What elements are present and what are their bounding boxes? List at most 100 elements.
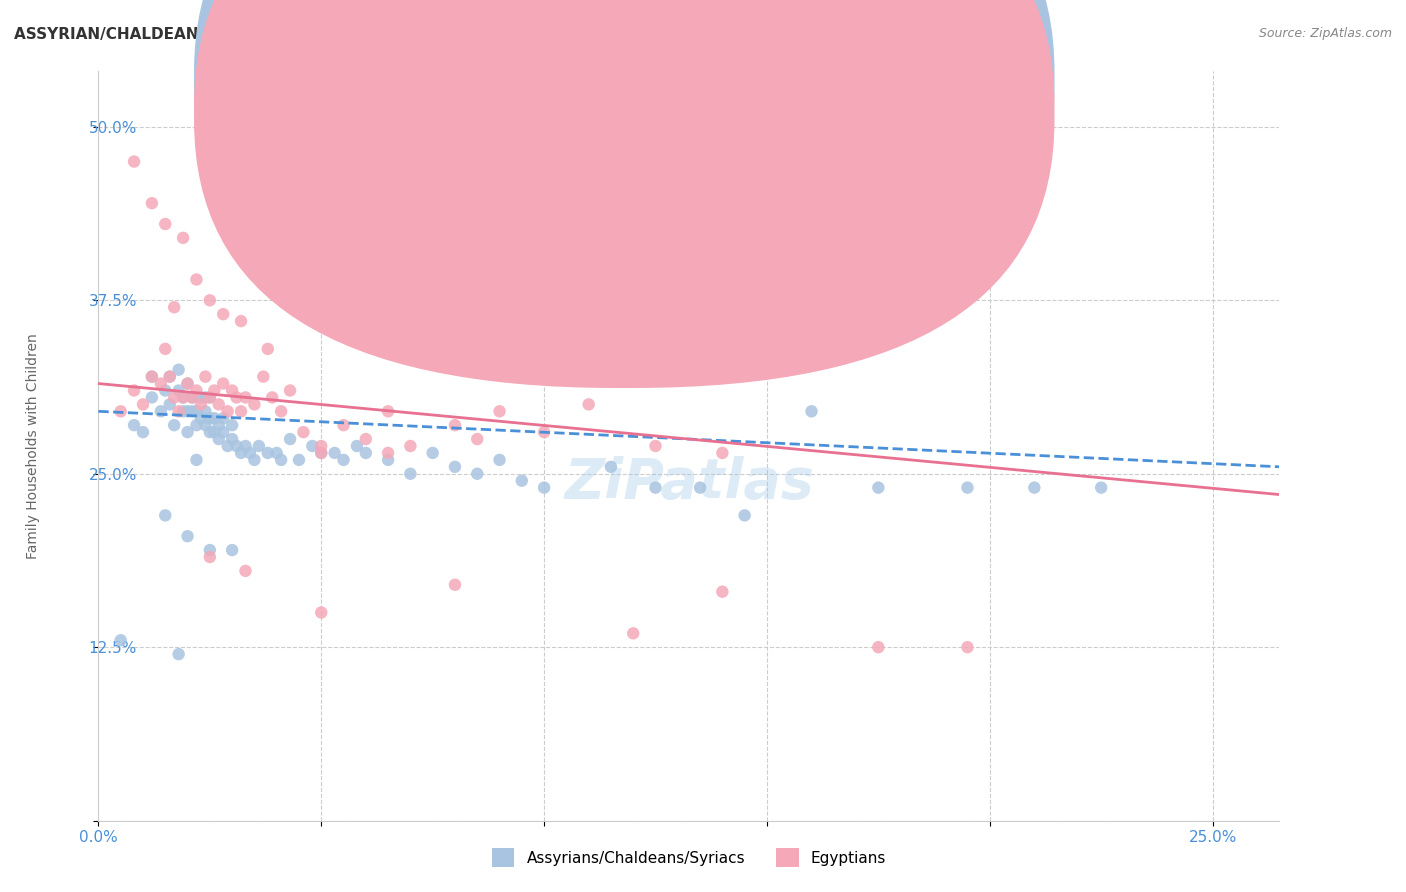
Point <box>465 467 488 481</box>
Point <box>212 425 235 439</box>
Point <box>444 418 467 433</box>
Point <box>711 584 734 599</box>
Point <box>488 453 510 467</box>
Point <box>217 404 239 418</box>
Point <box>221 418 243 433</box>
Point <box>190 411 212 425</box>
Point <box>377 446 399 460</box>
Point <box>132 425 155 439</box>
Point <box>734 508 756 523</box>
Point <box>163 391 186 405</box>
Point <box>132 397 155 411</box>
Point <box>141 369 163 384</box>
Point <box>221 543 243 558</box>
Point <box>243 453 266 467</box>
Point <box>533 481 555 495</box>
Point <box>292 425 315 439</box>
Point <box>186 272 208 286</box>
Point <box>262 391 284 405</box>
Point <box>202 384 225 398</box>
Point <box>510 474 533 488</box>
Point <box>186 404 208 418</box>
Point <box>1024 481 1046 495</box>
Point <box>202 411 225 425</box>
Point <box>163 418 186 433</box>
Text: Source: ZipAtlas.com: Source: ZipAtlas.com <box>1258 27 1392 40</box>
Point <box>399 439 422 453</box>
Point <box>176 376 198 391</box>
Point <box>198 543 221 558</box>
Point <box>256 446 278 460</box>
Point <box>689 481 711 495</box>
Point <box>399 467 422 481</box>
Point <box>332 418 354 433</box>
Text: 62: 62 <box>823 112 845 129</box>
Point <box>122 418 145 433</box>
Point <box>176 529 198 543</box>
Point <box>578 397 600 411</box>
Point <box>354 446 377 460</box>
Legend: Assyrians/Chaldeans/Syriacs, Egyptians: Assyrians/Chaldeans/Syriacs, Egyptians <box>485 842 893 873</box>
Point <box>190 397 212 411</box>
Point <box>221 432 243 446</box>
Point <box>155 342 177 356</box>
Point <box>868 481 890 495</box>
Text: ZiPatlas: ZiPatlas <box>564 457 814 510</box>
Point <box>159 397 181 411</box>
Point <box>252 369 274 384</box>
Point <box>186 453 208 467</box>
Text: R =: R = <box>637 78 673 96</box>
Point <box>235 564 257 578</box>
Text: ASSYRIAN/CHALDEAN/SYRIAC VS EGYPTIAN FAMILY HOUSEHOLDS WITH CHILDREN CORRELATION: ASSYRIAN/CHALDEAN/SYRIAC VS EGYPTIAN FAM… <box>14 27 904 42</box>
Point <box>141 196 163 211</box>
Point <box>600 459 623 474</box>
Point <box>194 404 217 418</box>
Point <box>217 439 239 453</box>
Point <box>167 647 190 661</box>
Point <box>167 384 190 398</box>
Point <box>332 453 354 467</box>
Point <box>323 446 346 460</box>
Point <box>377 404 399 418</box>
Point <box>800 404 823 418</box>
Point <box>488 404 510 418</box>
Point <box>194 369 217 384</box>
Point <box>301 439 323 453</box>
Point <box>194 418 217 433</box>
Point <box>533 425 555 439</box>
Point <box>444 578 467 592</box>
Point <box>278 384 301 398</box>
Point <box>444 459 467 474</box>
Point <box>198 293 221 308</box>
Point <box>110 404 132 418</box>
Point <box>309 606 332 620</box>
Point <box>149 404 172 418</box>
Text: R =: R = <box>637 112 673 129</box>
Point <box>309 446 332 460</box>
Point <box>1090 481 1112 495</box>
Point <box>644 439 666 453</box>
Point <box>181 391 204 405</box>
Point <box>243 397 266 411</box>
Point <box>225 391 247 405</box>
Point <box>235 391 257 405</box>
Point <box>229 404 252 418</box>
Point <box>141 391 163 405</box>
Text: N =: N = <box>773 112 810 129</box>
Point <box>354 432 377 446</box>
Point <box>229 314 252 328</box>
Point <box>172 391 194 405</box>
Point <box>159 369 181 384</box>
Point <box>208 432 231 446</box>
Point <box>172 231 194 245</box>
Point <box>208 397 231 411</box>
Point <box>155 217 177 231</box>
Point <box>309 446 332 460</box>
Point <box>155 384 177 398</box>
Point <box>198 411 221 425</box>
Point <box>176 404 198 418</box>
Point <box>422 446 444 460</box>
Point <box>621 626 644 640</box>
Point <box>256 342 278 356</box>
Point <box>176 425 198 439</box>
